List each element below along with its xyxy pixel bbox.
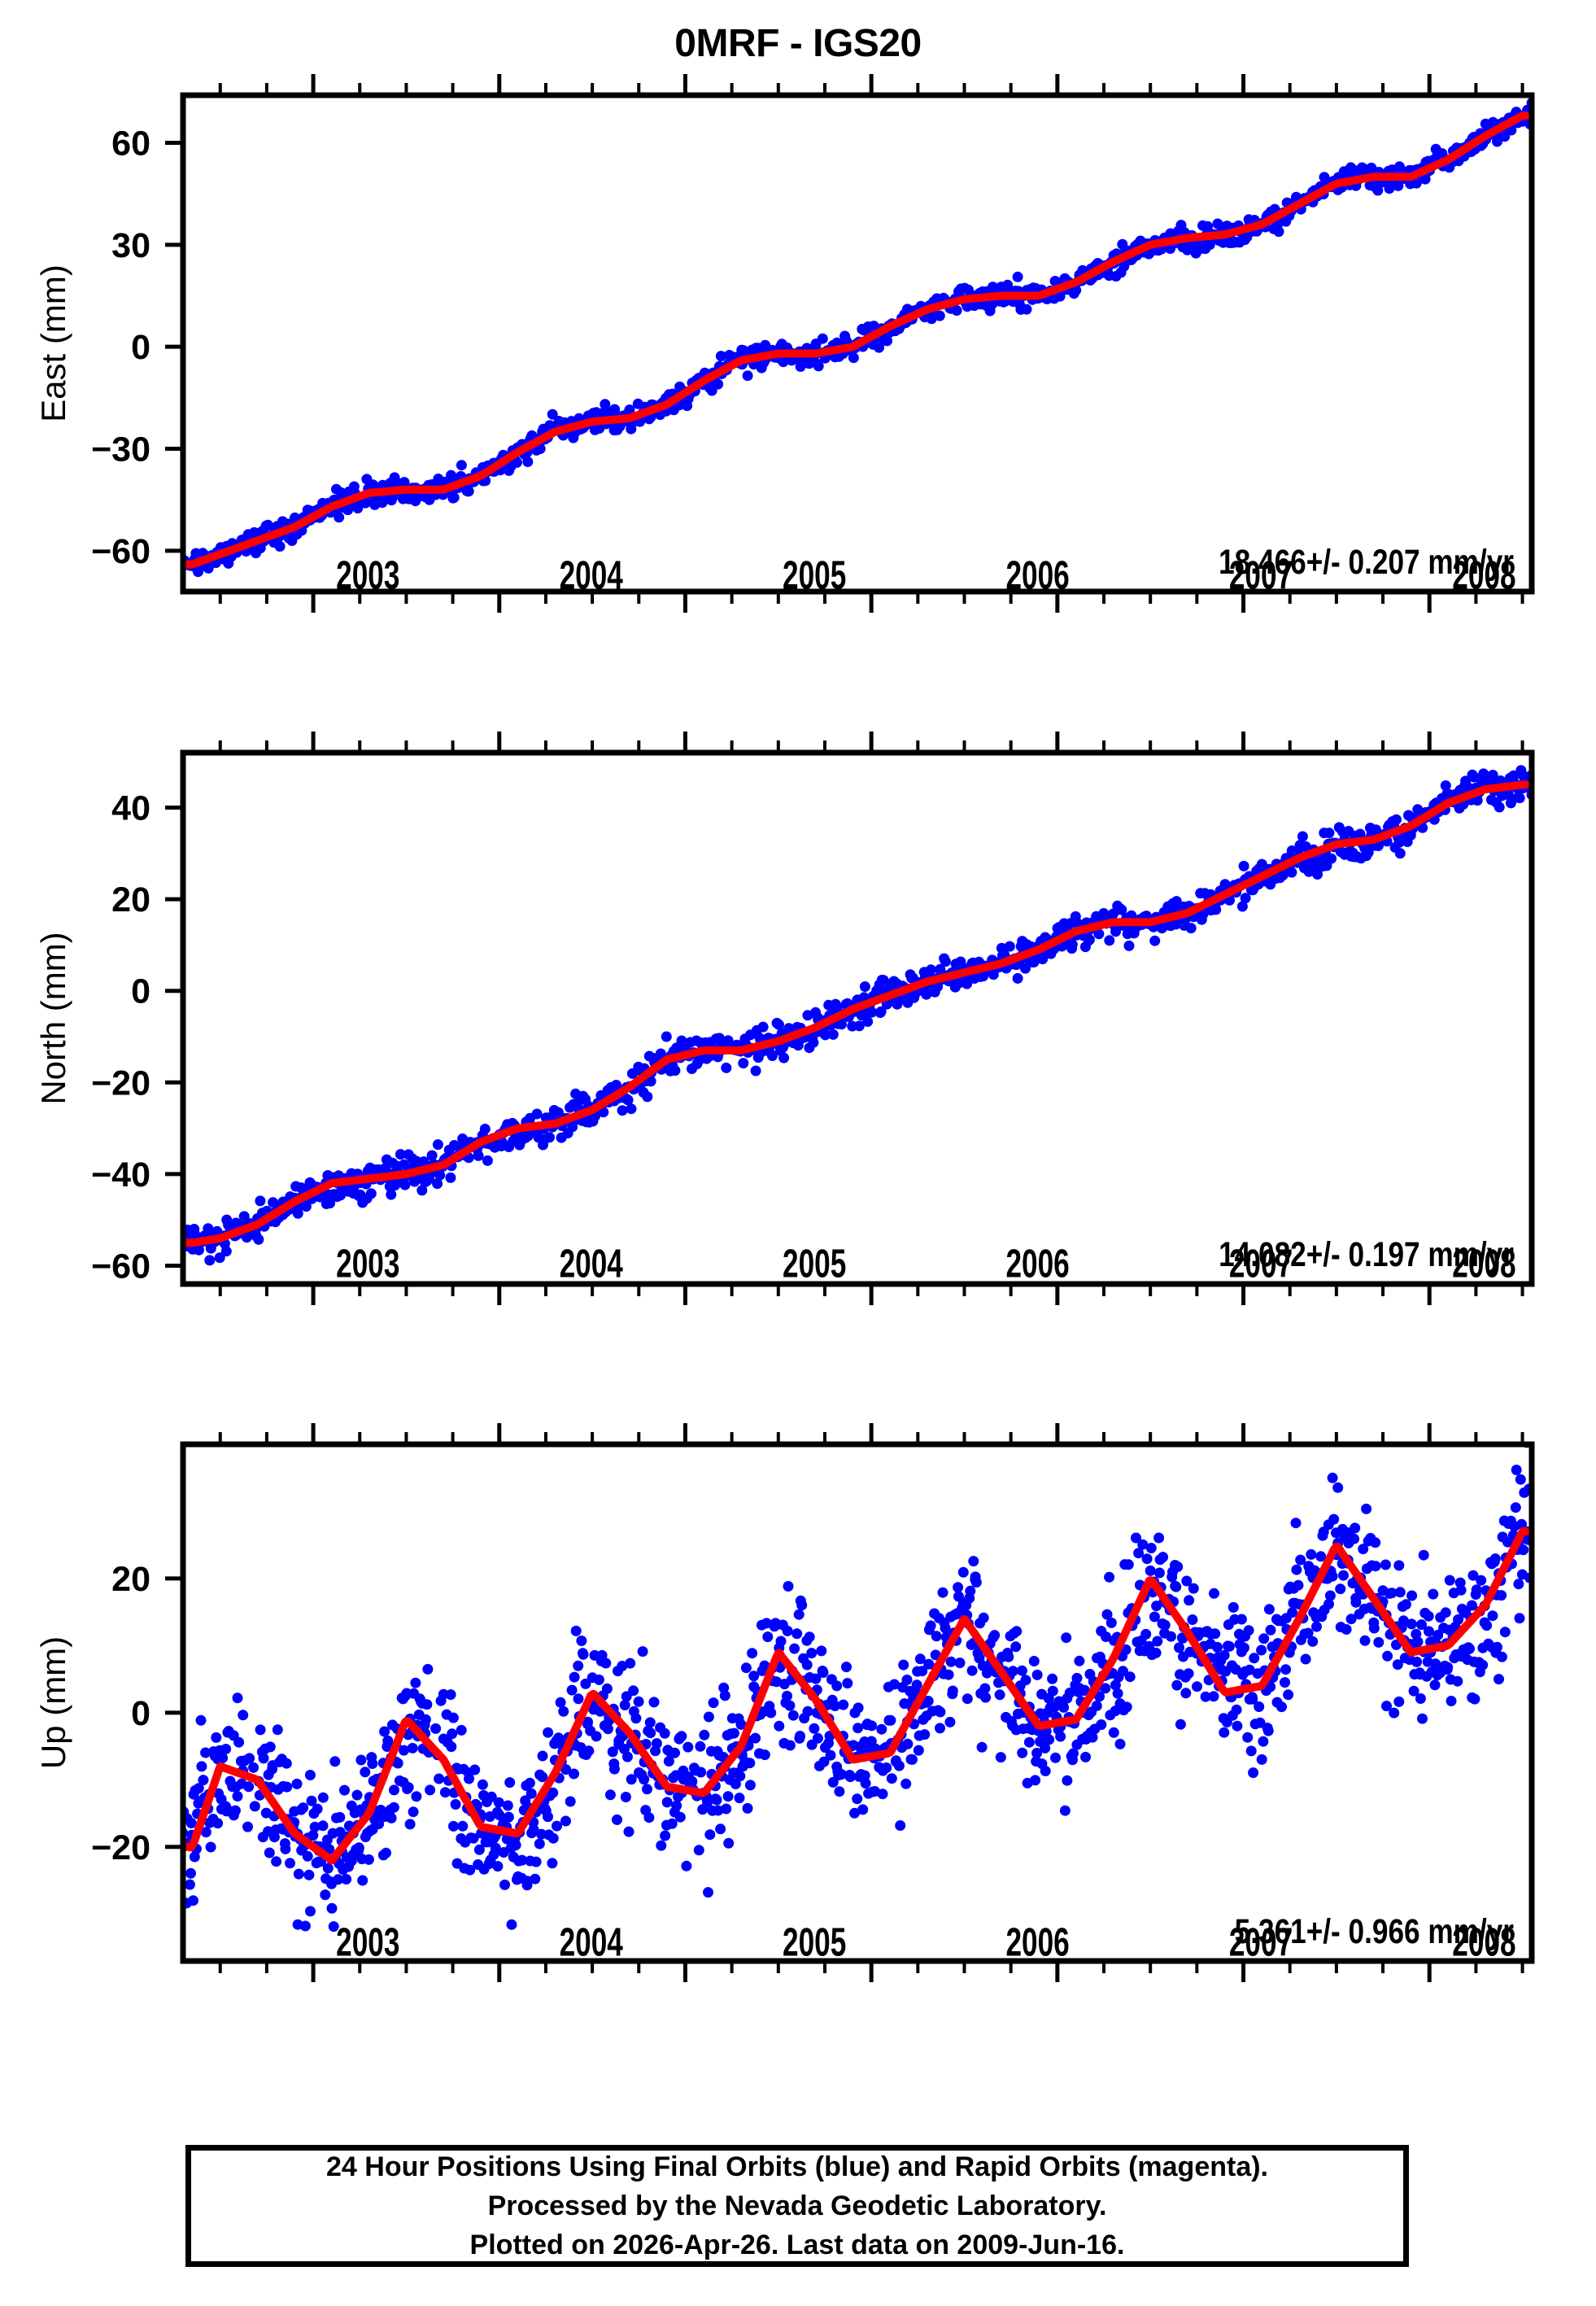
x-tick-label-2005: 2005: [783, 1920, 846, 1965]
caption-line-2: Processed by the Nevada Geodetic Laborat…: [487, 2190, 1107, 2221]
scatter-points-up: [183, 1444, 1532, 1933]
x-tick-label-2003: 2003: [336, 553, 399, 598]
x-tick-label-2006: 2006: [1005, 553, 1069, 598]
trend-line-north: [183, 780, 1531, 1247]
plot-panel-north: 40200−20−40−6020032004200520062007200820…: [34, 732, 1535, 1305]
x-tick-label-2007: 2007: [1229, 1920, 1293, 1965]
y-tick-label: −60: [91, 1247, 150, 1286]
scatter-points-east: [183, 98, 1532, 578]
y-tick-label: 20: [111, 880, 150, 919]
data-layer-north: [183, 765, 1532, 1266]
scatter-points-north: [183, 765, 1532, 1266]
y-tick-label: −60: [91, 532, 150, 571]
rate-label-up: 5.361+/- 0.966 mm/yr: [1235, 1913, 1514, 1951]
y-axis-title-east: East (mm): [34, 264, 72, 422]
y-tick-label: 0: [131, 328, 150, 367]
caption-box: 24 Hour Positions Using Final Orbits (bl…: [185, 2145, 1409, 2267]
y-tick-label: −30: [91, 430, 150, 469]
x-tick-label-2007: 2007: [1229, 1242, 1293, 1286]
y-tick-label: 60: [111, 124, 150, 163]
x-tick-label-2006: 2006: [1005, 1920, 1069, 1965]
y-tick-label: −20: [91, 1828, 150, 1867]
plot-panel-up: 200−202003200420052006200720082009Up (mm…: [34, 1423, 1535, 1982]
y-tick-label: −40: [91, 1155, 150, 1194]
plot-panel-east: 60300−30−602003200420052006200720082009E…: [34, 74, 1535, 613]
y-tick-label: −20: [91, 1063, 150, 1103]
x-tick-label-2006: 2006: [1005, 1242, 1069, 1286]
y-axis-title-up: Up (mm): [34, 1636, 72, 1769]
x-tick-label-2008: 2008: [1452, 1920, 1515, 1965]
x-tick-label-2004: 2004: [560, 553, 623, 598]
y-axis-title-north: North (mm): [34, 932, 72, 1104]
plot-frame: [180, 1441, 1535, 1964]
rate-label-east: 18.466+/- 0.207 mm/yr: [1219, 544, 1514, 582]
data-layer-east: [183, 98, 1532, 578]
y-tick-label: 0: [131, 972, 150, 1011]
rate-label-north: 14.082+/- 0.197 mm/yr: [1219, 1236, 1514, 1274]
plot-frame: [180, 92, 1535, 595]
page-title: 0MRF - IGS20: [674, 22, 922, 65]
caption-line-1: 24 Hour Positions Using Final Orbits (bl…: [326, 2151, 1268, 2182]
x-tick-label-2007: 2007: [1229, 553, 1293, 598]
x-tick-label-2008: 2008: [1452, 1242, 1515, 1286]
caption-line-3: Plotted on 2026-Apr-26. Last data on 200…: [469, 2230, 1125, 2261]
y-tick-label: 40: [111, 789, 150, 828]
data-layer-up: [183, 1444, 1532, 1933]
x-tick-label-2003: 2003: [336, 1920, 399, 1965]
plot-frame: [180, 749, 1535, 1287]
x-tick-label-2003: 2003: [336, 1242, 399, 1286]
y-tick-label: 30: [111, 226, 150, 265]
x-tick-label-2005: 2005: [783, 553, 846, 598]
y-tick-label: 0: [131, 1694, 150, 1733]
trend-line-up: [183, 1526, 1531, 1865]
x-tick-label-2004: 2004: [560, 1242, 623, 1286]
x-tick-label-2008: 2008: [1452, 553, 1515, 598]
x-tick-label-2004: 2004: [560, 1920, 623, 1965]
trend-line-east: [183, 111, 1531, 569]
y-tick-label: 20: [111, 1560, 150, 1599]
x-tick-label-2005: 2005: [783, 1242, 846, 1286]
